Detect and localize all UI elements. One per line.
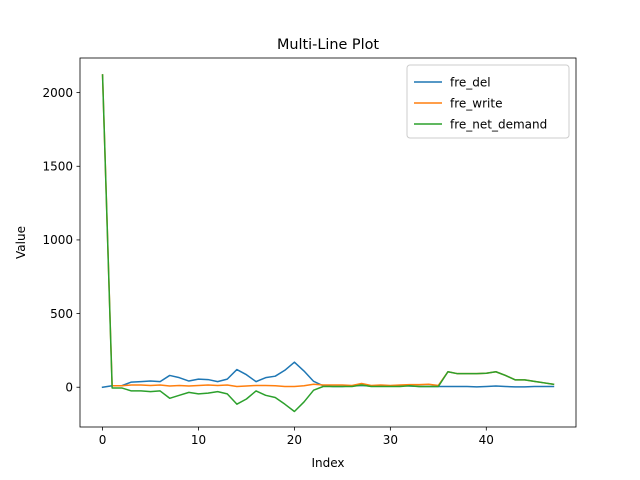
y-tick-label: 500 bbox=[50, 307, 73, 321]
legend-label-fre-net-demand: fre_net_demand bbox=[450, 117, 547, 131]
legend-label-fre-del: fre_del bbox=[450, 75, 491, 89]
series-line-fre-net-demand bbox=[101, 74, 555, 413]
y-axis: 0 500 1000 1500 2000 bbox=[42, 86, 80, 395]
plot-frame bbox=[79, 57, 577, 428]
lines-layer bbox=[101, 74, 555, 413]
y-tick-label: 1000 bbox=[42, 233, 73, 247]
chart-title: Multi-Line Plot bbox=[277, 37, 379, 53]
y-tick-label: 1500 bbox=[42, 160, 73, 174]
x-tick-label: 40 bbox=[479, 433, 494, 447]
x-tick-label: 30 bbox=[383, 433, 398, 447]
x-tick-label: 20 bbox=[287, 433, 302, 447]
legend-label-fre-write: fre_write bbox=[450, 96, 502, 110]
y-axis-label: Value bbox=[14, 226, 28, 259]
y-tick-label: 0 bbox=[65, 381, 73, 395]
legend: fre_del fre_write fre_net_demand bbox=[406, 64, 570, 139]
y-tick-label: 2000 bbox=[42, 86, 73, 100]
legend-box bbox=[406, 64, 570, 139]
x-axis-label: Index bbox=[311, 456, 344, 470]
x-tick-label: 0 bbox=[99, 433, 107, 447]
x-tick-label: 10 bbox=[191, 433, 206, 447]
x-axis: 0 10 20 30 40 bbox=[99, 427, 494, 447]
